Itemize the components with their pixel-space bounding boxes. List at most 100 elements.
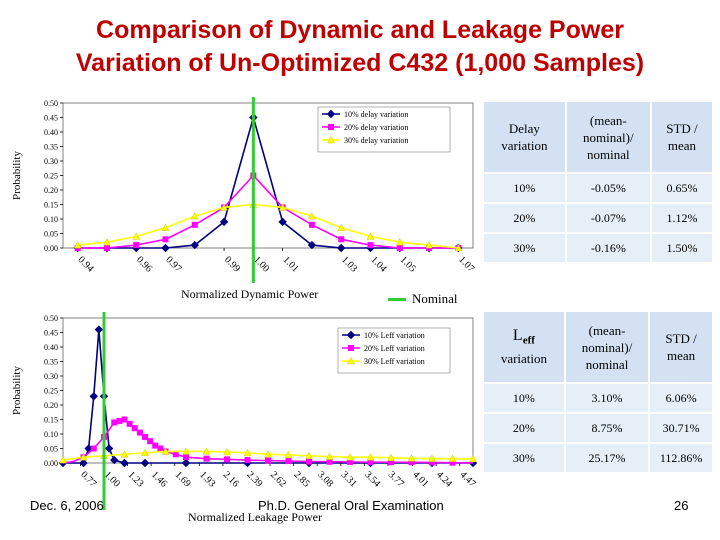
y-tick-label: 0.25 xyxy=(44,172,58,181)
data-point-diamond xyxy=(104,444,114,453)
y-tick-label: 0.10 xyxy=(44,215,58,224)
table-cell: -0.05% xyxy=(564,172,652,204)
table-cell: 20% xyxy=(482,202,567,234)
data-point-triangle xyxy=(425,241,433,249)
data-point-square xyxy=(224,456,230,463)
table-row: 20% -0.07% 1.12% xyxy=(482,202,715,234)
y-tick-label: 0.00 xyxy=(44,459,58,468)
footer-title: Ph.D. General Oral Examination xyxy=(258,498,444,513)
data-point-diamond xyxy=(140,458,150,468)
data-point-square xyxy=(131,425,138,432)
data-point-square xyxy=(203,455,210,462)
data-point-diamond xyxy=(89,392,98,401)
x-tick-label: 1.69 xyxy=(173,469,193,489)
data-point-square xyxy=(449,459,456,466)
data-point-diamond xyxy=(161,243,170,253)
x-tick-label: 4.47 xyxy=(458,469,478,489)
data-point-triangle xyxy=(132,232,141,240)
data-point-square xyxy=(126,420,133,427)
data-point-triangle xyxy=(161,447,170,455)
data-point-square xyxy=(183,454,189,461)
table-row: 10% -0.05% 0.65% xyxy=(482,172,715,204)
x-tick-label: 1.07 xyxy=(456,254,476,274)
data-point-diamond xyxy=(278,217,287,227)
table-cell: 10% xyxy=(482,382,566,414)
data-point-square xyxy=(142,433,148,440)
y-tick-label: 0.50 xyxy=(44,314,58,323)
data-point-triangle xyxy=(264,450,272,458)
x-tick-label: 1.23 xyxy=(125,469,145,489)
x-tick-label: 0.97 xyxy=(163,254,183,274)
data-point-diamond xyxy=(110,455,119,465)
y-tick-label: 0.50 xyxy=(44,99,58,108)
data-point-diamond xyxy=(190,240,199,250)
table-header-row: Delay variation (mean-nominal)/ nominal … xyxy=(482,100,715,174)
table-cell: 3.10% xyxy=(563,382,651,414)
x-tick-label: 2.16 xyxy=(221,469,241,489)
page-number: 26 xyxy=(674,498,689,513)
y-tick-label: 0.35 xyxy=(44,143,58,152)
data-point-triangle xyxy=(454,244,463,252)
data-point-square xyxy=(157,445,164,452)
header-std-mean: STD / mean xyxy=(649,100,715,174)
data-point-triangle xyxy=(347,357,355,365)
x-tick-label: 4.24 xyxy=(434,469,454,489)
data-point-square xyxy=(326,458,333,465)
title-line-1: Comparison of Dynamic and Leakage Power xyxy=(96,16,624,44)
table-row: 30% 25.17% 112.86% xyxy=(482,442,714,474)
legend-label: 10% delay variation xyxy=(344,110,408,119)
data-point-triangle xyxy=(407,454,416,462)
header-delay-variation: Delay variation xyxy=(482,100,567,174)
leakage-power-table: Leff variation (mean-nominal)/ nominal S… xyxy=(482,310,714,474)
data-point-square xyxy=(367,242,374,249)
x-tick-label: 2.62 xyxy=(268,469,288,489)
legend: 10% delay variation 20% delay variation 30… xyxy=(317,106,451,153)
series-line xyxy=(63,329,473,464)
header-leff-variation: Leff variation xyxy=(482,310,566,384)
series-2 xyxy=(62,416,474,466)
data-point-triangle xyxy=(73,241,82,249)
data-point-diamond xyxy=(94,325,104,334)
x-tick-label: 1.03 xyxy=(339,254,359,274)
x-tick-label: 1.93 xyxy=(197,469,217,489)
data-point-square xyxy=(367,459,374,466)
x-tick-label: 3.54 xyxy=(362,469,382,489)
data-point-square xyxy=(191,221,198,228)
header-leff-rest: variation xyxy=(500,350,548,366)
x-tick-label: 4.01 xyxy=(410,469,430,489)
x-tick-label: 2.85 xyxy=(292,469,312,489)
y-tick-label: 0.20 xyxy=(44,186,58,195)
y-tick-label: 0.40 xyxy=(44,343,58,352)
legend-label: 20% delay variation xyxy=(344,123,408,132)
table-cell: 1.50% xyxy=(649,232,715,264)
y-tick-label: 0.15 xyxy=(44,416,58,425)
data-point-triangle xyxy=(161,223,170,231)
table-cell: 30% xyxy=(482,232,567,264)
y-tick-label: 0.00 xyxy=(44,244,58,253)
data-point-triangle xyxy=(284,450,293,459)
legend-label: 10% Leff variation xyxy=(364,331,425,340)
table-header-row: Leff variation (mean-nominal)/ nominal S… xyxy=(482,310,714,384)
data-point-triangle xyxy=(325,452,334,460)
data-point-triangle xyxy=(308,212,316,220)
table-cell: 6.06% xyxy=(648,382,714,414)
data-point-triangle xyxy=(305,451,313,459)
data-point-square xyxy=(308,221,315,228)
data-point-square xyxy=(348,345,354,351)
data-point-triangle xyxy=(243,448,252,457)
data-point-square xyxy=(162,236,169,243)
y-tick-label: 0.30 xyxy=(44,372,58,381)
data-point-square xyxy=(388,459,394,466)
data-point-square xyxy=(347,458,353,465)
table-cell: 0.65% xyxy=(649,172,715,204)
data-point-triangle xyxy=(120,450,129,458)
data-point-square xyxy=(152,442,159,449)
data-point-triangle xyxy=(346,453,354,461)
y-tick-label: 0.25 xyxy=(44,387,58,396)
y-tick-label: 0.40 xyxy=(44,128,58,137)
table-cell: 8.75% xyxy=(563,412,651,444)
data-point-diamond xyxy=(346,330,356,340)
data-point-square xyxy=(306,458,312,465)
leakage-power-chart: Probability 0.00 0.05 0.10 0.15 0.20 0.25 0.30 0… xyxy=(11,312,478,524)
data-point-triangle xyxy=(395,238,404,246)
